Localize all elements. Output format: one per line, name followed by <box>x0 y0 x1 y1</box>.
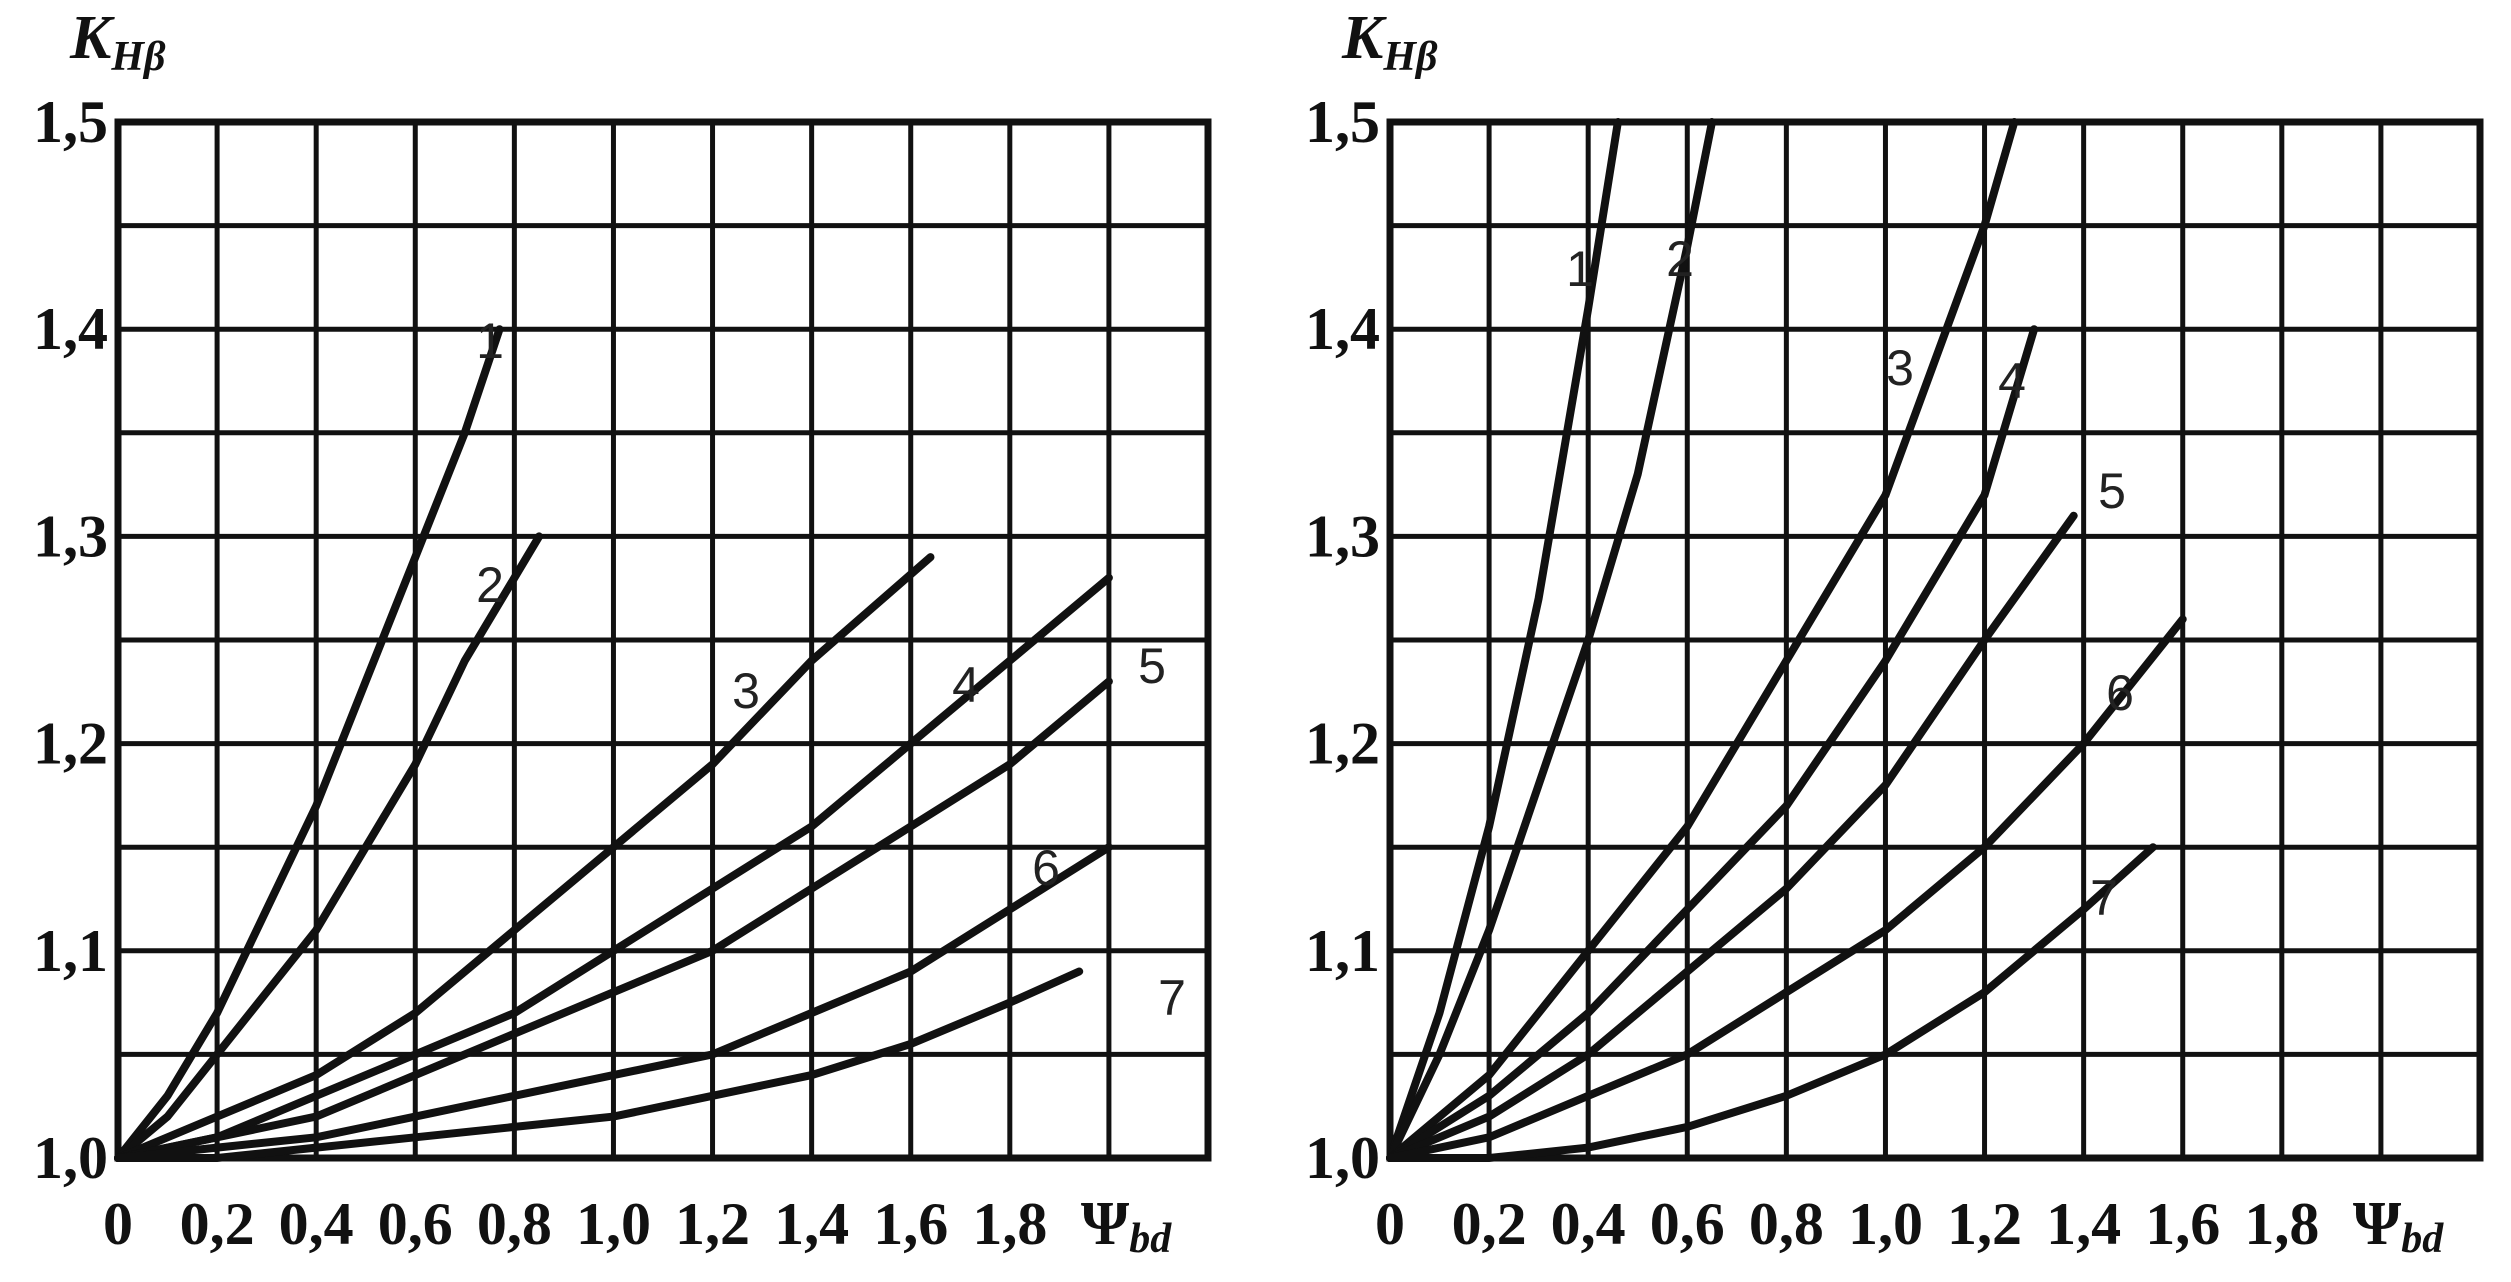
curve-4 <box>114 573 1113 1162</box>
x-tick-label: 1,6 <box>2145 1191 2220 1257</box>
x-tick-label: 0,2 <box>180 1191 255 1257</box>
x-tick-label: 0,8 <box>1749 1191 1824 1257</box>
curve-label-1: 1 <box>1566 241 1594 297</box>
x-tick-label: 1,2 <box>1947 1191 2022 1257</box>
y-tick-label: 1,5 <box>33 89 108 155</box>
curve-label-2: 2 <box>476 557 504 613</box>
curve-label-6: 6 <box>1032 840 1060 896</box>
x-tick-label: 1,4 <box>774 1191 849 1257</box>
x-tick-label: 1,6 <box>873 1191 948 1257</box>
curve-1 <box>1386 118 1622 1162</box>
curve-label-7: 7 <box>2090 870 2118 926</box>
curve-label-4: 4 <box>1998 353 2026 409</box>
x-tick-label: 1,8 <box>972 1191 1047 1257</box>
curve-4 <box>1386 325 2039 1162</box>
x-tick-label: 0,6 <box>1650 1191 1725 1257</box>
x-axis-label: Ψbd <box>1081 1190 1172 1262</box>
y-tick-label: 1,4 <box>33 296 108 362</box>
y-axis-label: KHβ <box>69 4 166 80</box>
curve-label-5: 5 <box>1138 638 1166 694</box>
curve-7 <box>114 967 1084 1162</box>
y-tick-label: 1,3 <box>1305 503 1380 569</box>
y-tick-label: 1,1 <box>1305 918 1380 984</box>
x-tick-label: 1,8 <box>2244 1191 2319 1257</box>
curve-label-1: 1 <box>476 313 504 369</box>
x-tick-label: 0,8 <box>477 1191 552 1257</box>
curve-3 <box>114 553 935 1162</box>
curve-3 <box>1386 118 2019 1162</box>
y-tick-label: 1,2 <box>1305 711 1380 777</box>
y-tick-label: 1,0 <box>33 1125 108 1191</box>
x-tick-label: 1,4 <box>2046 1191 2121 1257</box>
x-tick-label: 0 <box>1375 1191 1405 1257</box>
curve-label-3: 3 <box>732 663 760 719</box>
y-tick-label: 1,5 <box>1305 89 1380 155</box>
curve-label-4: 4 <box>952 657 980 713</box>
curve-2 <box>114 532 544 1162</box>
x-axis-label: Ψbd <box>2353 1190 2444 1262</box>
curve-label-6: 6 <box>2106 665 2134 721</box>
x-tick-label: 0,4 <box>279 1191 354 1257</box>
x-tick-label: 0,4 <box>1551 1191 1626 1257</box>
y-axis-label: KHβ <box>1341 4 1438 80</box>
curve-6 <box>114 843 1113 1162</box>
curve-5 <box>1386 511 2078 1162</box>
curve-label-5: 5 <box>2098 463 2126 519</box>
x-tick-label: 1,2 <box>675 1191 750 1257</box>
grid <box>1390 122 2480 1158</box>
right-chart-panel: 1 2 3 4 5 6 7 1,0 1,1 1,2 1,3 1,4 1,5 0 0,2 0,4 0,6 0,8 1,… <box>1305 4 2484 1262</box>
x-tick-label: 1,0 <box>1848 1191 1923 1257</box>
y-tick-label: 1,4 <box>1305 296 1380 362</box>
y-tick-label: 1,2 <box>33 711 108 777</box>
grid <box>118 122 1208 1158</box>
plot-frame <box>1386 118 2484 1162</box>
x-tick-label: 0 <box>103 1191 133 1257</box>
y-tick-label: 1,1 <box>33 918 108 984</box>
curve-label-7: 7 <box>1158 970 1186 1026</box>
curve-label-2: 2 <box>1666 231 1694 287</box>
curve-label-3: 3 <box>1886 340 1914 396</box>
curve-1 <box>114 325 504 1162</box>
curve-7 <box>1386 843 2157 1162</box>
y-tick-label: 1,3 <box>33 503 108 569</box>
x-tick-label: 0,6 <box>378 1191 453 1257</box>
curve-2 <box>1386 118 1716 1162</box>
left-chart-panel: 1 2 3 4 5 6 7 1,0 1,1 1,2 1,3 1,4 1,5 0 0,2 0,4 0,6 0,8 1,… <box>33 4 1212 1262</box>
x-tick-label: 1,0 <box>576 1191 651 1257</box>
curve-6 <box>1386 615 2187 1162</box>
curve-5 <box>114 677 1113 1162</box>
x-tick-label: 0,2 <box>1452 1191 1527 1257</box>
y-tick-label: 1,0 <box>1305 1125 1380 1191</box>
plot-frame <box>114 118 1212 1162</box>
